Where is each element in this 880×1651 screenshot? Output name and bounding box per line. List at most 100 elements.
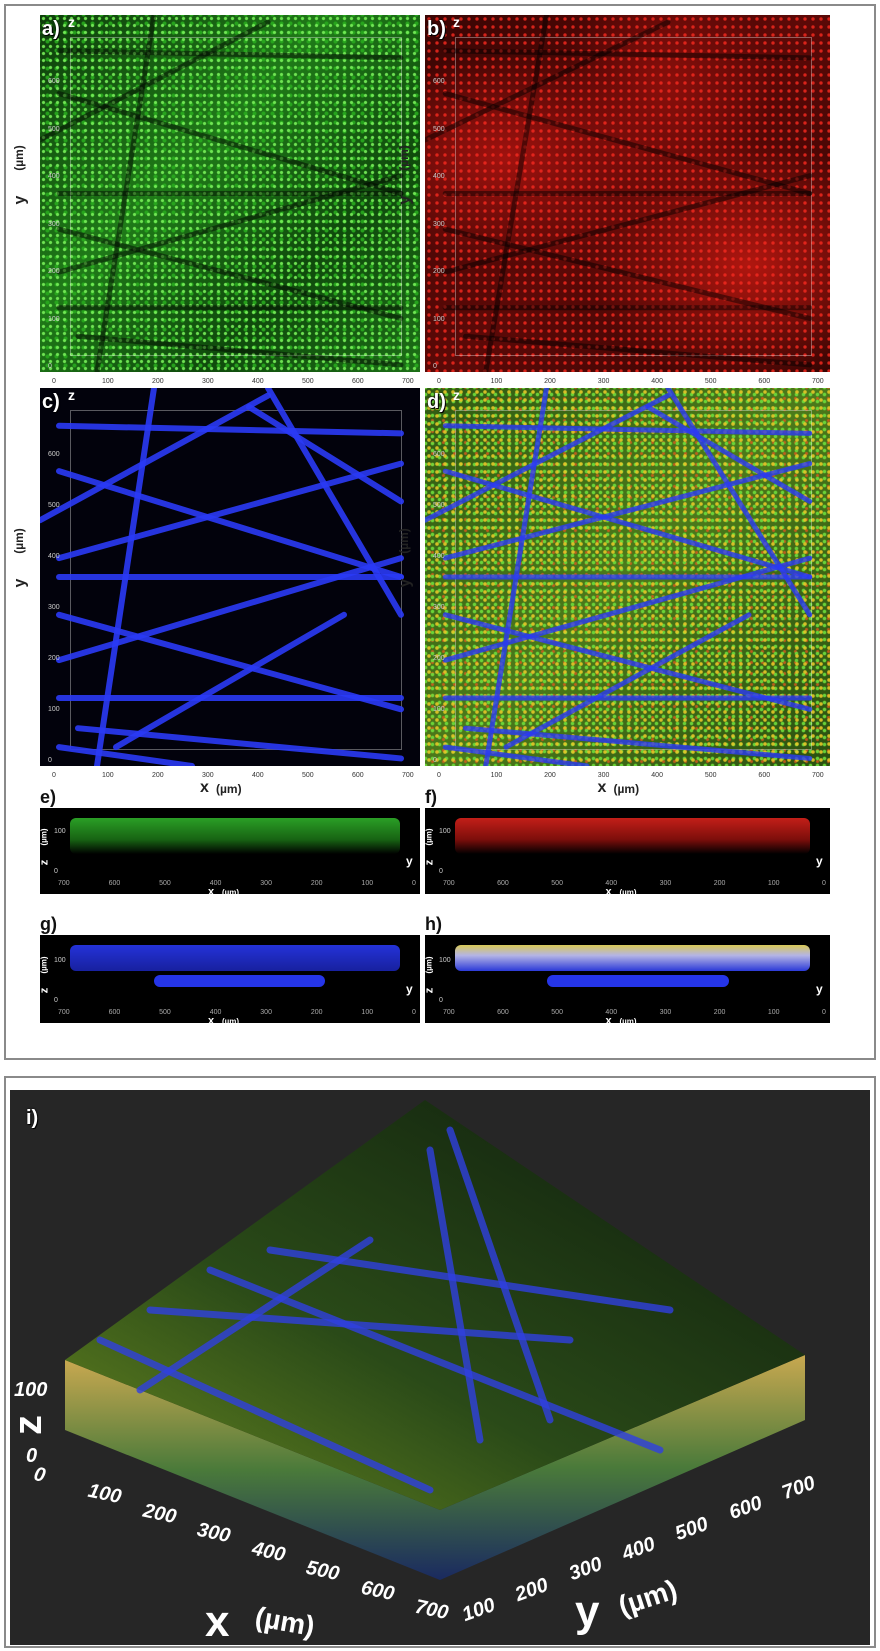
y-tick-label: 600 xyxy=(433,451,445,458)
y-tick-label: 300 xyxy=(433,604,445,611)
y-tick-label: 500 xyxy=(433,502,445,509)
x-tick-label: 400 xyxy=(651,378,663,385)
x-tick-label: 500 xyxy=(302,378,314,385)
panel-label: b) xyxy=(427,19,446,39)
fiber xyxy=(445,426,810,434)
x-tick-label: 300 xyxy=(598,772,610,779)
x-tick-label: 700 xyxy=(812,772,824,779)
x-tick-label: 300 xyxy=(660,880,672,887)
x-tick-label: 0 xyxy=(412,1009,416,1016)
z-tick-label: 100 xyxy=(14,1380,47,1400)
z-axis-label: z xyxy=(68,15,75,29)
tissue-band xyxy=(70,818,400,854)
panel-label: i) xyxy=(26,1108,38,1128)
x-tick-label: 200 xyxy=(152,772,164,779)
y-tick-label: 600 xyxy=(48,78,60,85)
x-tick-label: 200 xyxy=(544,772,556,779)
y-tick-label: 100 xyxy=(48,316,60,323)
x-axis-label: x xyxy=(208,1016,214,1027)
z-tick-label: 0 xyxy=(439,997,443,1004)
x-tick-label: 700 xyxy=(443,880,455,887)
z-axis-label: z xyxy=(39,988,50,994)
x-tick-label: 600 xyxy=(497,1009,509,1016)
x-axis-unit: (µm) xyxy=(216,783,242,795)
x-tick-label: 300 xyxy=(202,772,214,779)
y-tick-label: 300 xyxy=(48,604,60,611)
z-axis-label: z xyxy=(453,388,460,402)
x-tick-label: 300 xyxy=(260,1009,272,1016)
z-axis-unit: (µm) xyxy=(41,828,49,845)
y-tick-label: 0 xyxy=(433,363,437,370)
fiber xyxy=(59,176,401,272)
x-tick-label: 500 xyxy=(551,1009,563,1016)
y-tick-label: 100 xyxy=(433,316,445,323)
x-axis-label: x xyxy=(208,887,214,898)
y-tick-label: 200 xyxy=(433,655,445,662)
y-axis-unit: (µm) xyxy=(398,145,410,171)
x-tick-label: 500 xyxy=(705,772,717,779)
x-axis-unit: (µm) xyxy=(222,1018,239,1026)
y-axis-label: y xyxy=(816,855,823,867)
y-tick-label: 100 xyxy=(48,706,60,713)
z-axis-label: z xyxy=(68,388,75,402)
z-axis-label: z xyxy=(424,988,435,994)
y-tick-label: 300 xyxy=(433,221,445,228)
y-tick-label: 200 xyxy=(48,268,60,275)
x-tick-label: 500 xyxy=(551,880,563,887)
x-axis-unit: (µm) xyxy=(614,783,640,795)
fiber xyxy=(445,464,810,558)
x-axis-unit: (µm) xyxy=(620,1018,637,1026)
fiber xyxy=(445,176,810,272)
y-axis-label: y xyxy=(397,579,413,588)
fiber xyxy=(59,558,401,660)
z-tick-label: 100 xyxy=(54,828,66,835)
z-tick-label: 0 xyxy=(54,997,58,1004)
x-axis-label: x xyxy=(200,780,209,796)
y-tick-label: 400 xyxy=(48,173,60,180)
fiber xyxy=(59,51,401,58)
x-tick-label: 400 xyxy=(651,772,663,779)
x-tick-label: 600 xyxy=(352,772,364,779)
x-tick-label: 100 xyxy=(102,378,114,385)
x-axis-label: x xyxy=(606,887,612,898)
fiber-layer xyxy=(425,15,830,372)
x-tick-label: 500 xyxy=(159,1009,171,1016)
microscopy-image xyxy=(425,15,830,372)
y-tick-label: 0 xyxy=(48,757,52,764)
x-tick-label: 0 xyxy=(52,772,56,779)
x-tick-label: 600 xyxy=(497,880,509,887)
x-tick-label: 600 xyxy=(352,378,364,385)
x-tick-label: 100 xyxy=(491,378,503,385)
y-axis-label: y xyxy=(575,1590,599,1634)
microscopy-image xyxy=(40,388,420,766)
fiber xyxy=(445,94,810,194)
x-tick-label: 100 xyxy=(102,772,114,779)
x-tick-label: 200 xyxy=(544,378,556,385)
z-tick-label: 0 xyxy=(439,868,443,875)
x-tick-label: 700 xyxy=(402,378,414,385)
y-tick-label: 500 xyxy=(433,126,445,133)
x-tick-label: 700 xyxy=(58,880,70,887)
z-axis-unit: (µm) xyxy=(41,956,49,973)
fiber xyxy=(59,464,401,558)
x-tick-label: 500 xyxy=(159,880,171,887)
x-tick-label: 700 xyxy=(443,1009,455,1016)
x-tick-label: 700 xyxy=(402,772,414,779)
x-tick-label: 0 xyxy=(412,880,416,887)
fiber xyxy=(59,426,401,434)
y-tick-label: 300 xyxy=(48,221,60,228)
y-axis-label: y xyxy=(816,983,823,995)
y-tick-label: 600 xyxy=(48,451,60,458)
panel-label: h) xyxy=(425,915,442,933)
fiber xyxy=(78,336,401,365)
panel-label: g) xyxy=(40,915,57,933)
y-tick-label: 0 xyxy=(48,363,52,370)
y-tick-label: 200 xyxy=(433,268,445,275)
x-tick-label: 200 xyxy=(714,1009,726,1016)
x-tick-label: 700 xyxy=(58,1009,70,1016)
x-axis-label: x xyxy=(205,1600,229,1644)
figure: a)z0100200300400500600010020030040050060… xyxy=(0,0,880,1651)
z-tick-label: 100 xyxy=(439,957,451,964)
z-tick-label: 100 xyxy=(54,957,66,964)
y-axis-label: y xyxy=(12,579,28,588)
